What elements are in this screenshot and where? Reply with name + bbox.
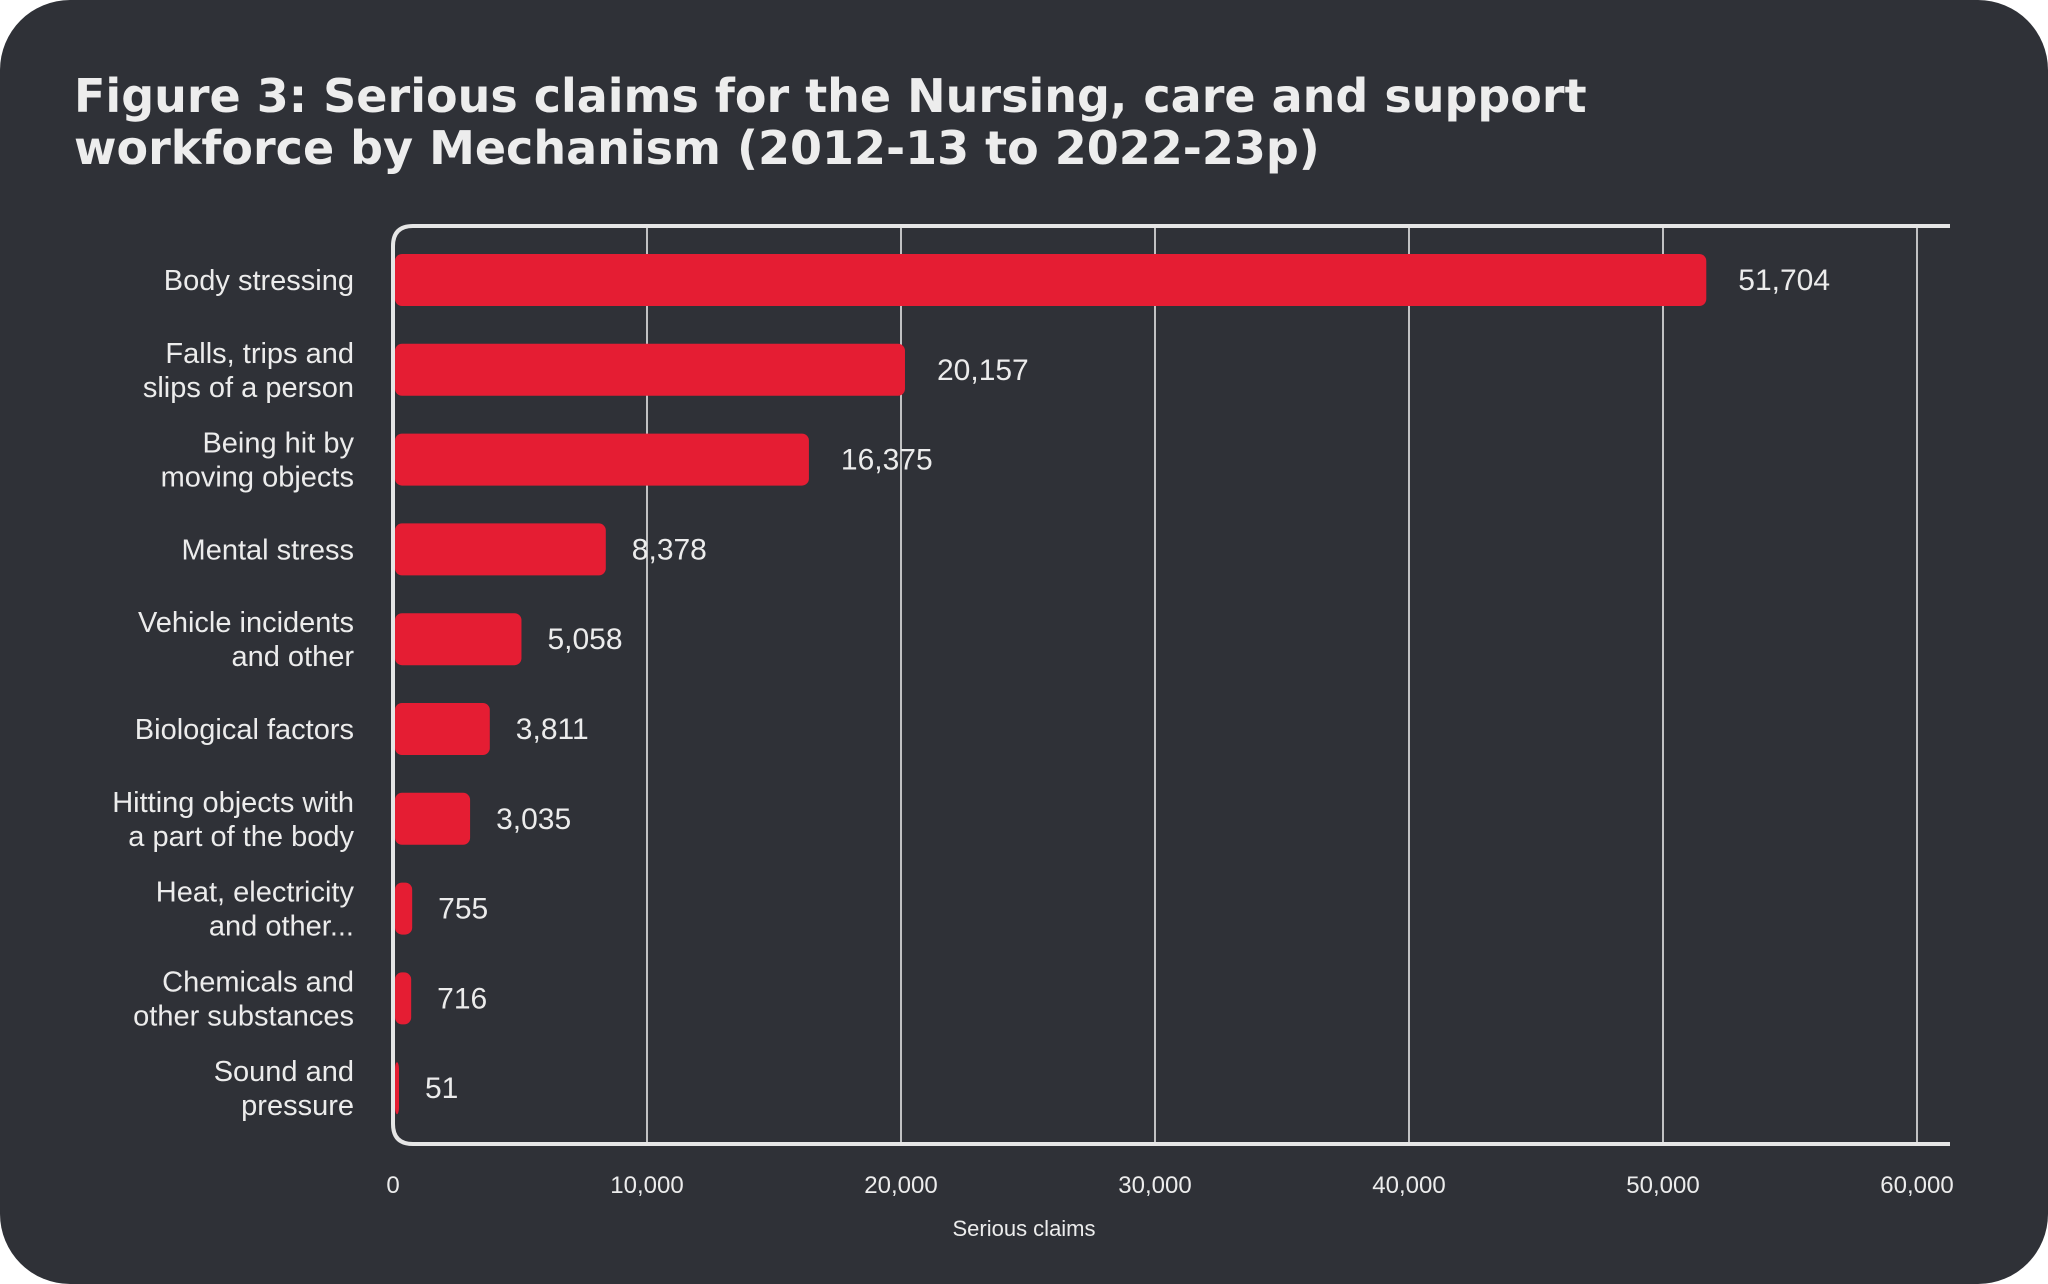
category-label-line: pressure (241, 1090, 354, 1122)
bar (395, 972, 412, 1025)
category-label: Chemicals and other substances (133, 966, 354, 1032)
category-label-line: Chemicals and (162, 966, 354, 998)
data-label: 51,704 (1738, 264, 1830, 297)
bar (395, 433, 809, 486)
bar (395, 523, 606, 576)
category-label: Body stressing (164, 265, 354, 297)
data-label: 716 (437, 982, 487, 1015)
data-label: 20,157 (937, 354, 1029, 387)
tick-label: 50,000 (1626, 1172, 1699, 1199)
category-label-line: Being hit by (202, 428, 354, 460)
data-label: 16,375 (841, 444, 933, 477)
category-label-line: moving objects (161, 462, 354, 494)
chart-title-line-1: Figure 3: Serious claims for the Nursing… (74, 69, 1587, 123)
category-label-line: Sound and (214, 1056, 354, 1088)
bar (395, 792, 471, 845)
category-label-line: Mental stress (182, 534, 354, 566)
category-label: Mental stress (182, 534, 354, 566)
category-label-line: Hitting objects with (112, 787, 354, 819)
bar (395, 254, 1707, 306)
tick-label: 0 (386, 1172, 399, 1199)
category-label: Sound and pressure (214, 1056, 354, 1122)
category-label: Hitting objects with a part of the body (112, 787, 354, 853)
category-label: Heat, electricity and other... (156, 877, 355, 943)
data-label: 8,378 (632, 533, 707, 566)
axis-frame (391, 224, 1950, 1146)
category-label-line: a part of the body (128, 821, 354, 853)
tick-label: 20,000 (864, 1172, 937, 1199)
bar (395, 613, 522, 666)
category-label: Falls, trips and slips of a person (143, 338, 354, 404)
bar (395, 703, 490, 755)
category-label-line: other substances (133, 1000, 354, 1032)
category-label-line: Body stressing (164, 265, 354, 297)
data-label: 5,058 (547, 623, 622, 656)
bar (395, 882, 413, 935)
category-label-line: Biological factors (135, 714, 354, 746)
category-label: Vehicle incidents and other (138, 607, 354, 673)
bar (395, 1062, 399, 1115)
category-label-line: and other (231, 641, 354, 673)
tick-label: 60,000 (1880, 1172, 1953, 1199)
category-label: Biological factors (135, 714, 354, 746)
category-label-line: Falls, trips and (165, 338, 354, 370)
category-label-line: slips of a person (143, 372, 354, 404)
data-label: 3,811 (516, 713, 589, 746)
category-label: Being hit by moving objects (161, 428, 355, 494)
tick-label: 10,000 (610, 1172, 683, 1199)
data-label: 3,035 (496, 803, 571, 836)
chart-title: Figure 3: Serious claims for the Nursing… (74, 70, 1774, 174)
chart-title-line-2: workforce by Mechanism (2012-13 to 2022-… (74, 121, 1320, 175)
tick-label: 30,000 (1118, 1172, 1191, 1199)
category-label-line: and other... (209, 911, 354, 943)
data-label: 755 (438, 893, 488, 926)
category-label-line: Heat, electricity (156, 877, 355, 909)
data-label: 51 (425, 1072, 458, 1105)
bar (395, 343, 905, 396)
category-label-line: Vehicle incidents (138, 607, 354, 639)
tick-label: 40,000 (1372, 1172, 1445, 1199)
x-axis-label: Serious claims (952, 1216, 1095, 1241)
